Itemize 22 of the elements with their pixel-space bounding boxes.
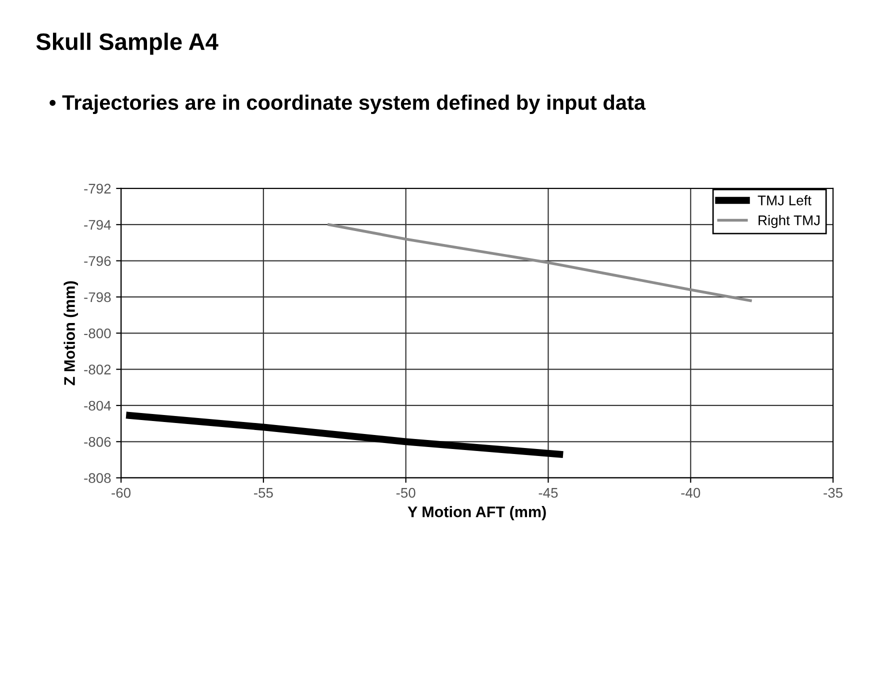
x-tick-label: -35 xyxy=(824,488,842,498)
line-series xyxy=(328,223,752,302)
y-axis-title: Z Motion (mm) xyxy=(64,281,78,386)
legend-label: Right TMJ xyxy=(758,215,820,228)
y-tick-label: -804 xyxy=(84,400,111,411)
x-tick-label: -40 xyxy=(681,488,700,498)
y-tick-label: -798 xyxy=(84,292,111,302)
chart-subtitle: • Trajectories are in coordinate system defined by input data xyxy=(50,94,646,114)
x-tick-label: -55 xyxy=(254,488,273,498)
y-tick-label: -806 xyxy=(84,436,111,447)
x-axis-title: Y Motion AFT (mm) xyxy=(408,506,546,520)
legend-label: TMJ Left xyxy=(758,195,812,206)
x-tick-label: -45 xyxy=(538,488,558,498)
x-tick-label: -60 xyxy=(112,488,131,498)
y-tick-label: -794 xyxy=(84,220,111,230)
y-tick-label: -792 xyxy=(84,184,111,194)
y-tick-label: -796 xyxy=(84,256,111,266)
y-tick-label: -800 xyxy=(84,328,111,338)
chart-title: Skull Sample A4 xyxy=(36,32,218,55)
y-tick-label: -802 xyxy=(84,364,111,374)
x-tick-label: -50 xyxy=(396,488,416,498)
y-tick-label: -808 xyxy=(84,473,111,483)
